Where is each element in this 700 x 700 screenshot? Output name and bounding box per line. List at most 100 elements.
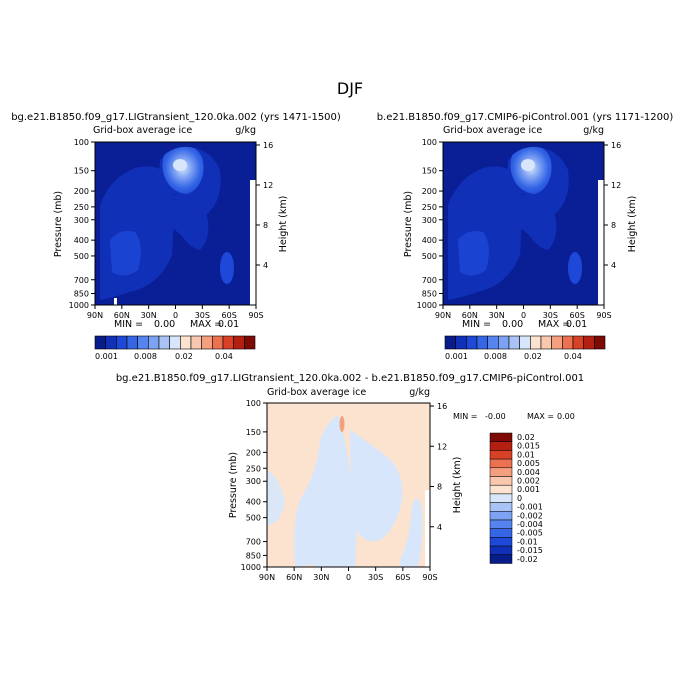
panel-right-y2label: Height (km) [627,196,638,253]
panel-diff-lat-axis: 90N 60N 30N 0 30S 60S 90S [259,567,438,582]
pressure-tick-label: 100 [422,138,437,147]
colorbar-swatch [489,432,513,442]
panel-diff-colorbar-labels: 0.020.0150.010.0050.0040.0020.0010-0.001… [517,433,543,564]
lat-tick-label: 30S [543,311,558,320]
pressure-tick-label: 150 [74,167,89,176]
colorbar-swatch [244,335,256,350]
pressure-tick-label: 200 [246,448,261,457]
colorbar-swatch [562,335,574,350]
panel-right-variable-label: Grid-box average ice [443,125,542,136]
colorbar-label: 0.004 [517,468,540,477]
colorbar-swatch [489,519,513,529]
colorbar-label: -0.004 [517,520,543,529]
colorbar-swatch [551,335,563,350]
height-tick-label: 4 [263,261,268,270]
panel-diff-contour-field [267,403,430,567]
colorbar-swatch [180,335,192,350]
colorbar-swatch [466,335,478,350]
panel-left-y2label: Height (km) [278,196,289,253]
panel-diff-pressure-axis: 100 150 200 250 300 400 500 700 850 1000 [241,399,267,572]
colorbar-label: 0.002 [517,477,540,486]
panel-right-colorbar [444,335,606,350]
panel-right-contour-field [443,142,604,305]
colorbar-label: -0.002 [517,511,543,520]
panel-left: bg.e21.B1850.f09_g17.LIGtransient_120.0k… [11,112,341,361]
lat-tick-label: 60N [114,311,130,320]
panel-left-contour-field [95,142,256,305]
panel-diff-min-label: MIN = [453,412,478,421]
colorbar-swatch [489,476,513,486]
panel-diff-colorbar [489,432,513,564]
pressure-tick-label: 400 [422,236,437,245]
lat-tick-label: 90N [87,311,103,320]
lat-tick-label: 30S [195,311,210,320]
pressure-tick-label: 850 [74,289,89,298]
panel-left-height-axis: 16 12 8 4 [256,141,273,270]
colorbar-swatch [94,335,106,350]
panel-left-lat-axis: 90N 60N 30N 0 30S 60S 90S [87,305,264,320]
pressure-tick-label: 300 [74,216,89,225]
colorbar-swatch [489,450,513,460]
colorbar-swatch [116,335,128,350]
lat-tick-label: 90S [248,311,263,320]
panel-right-colorbar-labels: 0.001 0.008 0.02 0.04 [445,352,582,361]
panel-diff-ylabel: Pressure (mb) [228,452,239,518]
colorbar-label: 0.01 [517,450,535,459]
colorbar-swatch [222,335,234,350]
colorbar-swatch [489,458,513,469]
height-tick-label: 12 [437,442,447,451]
panel-right-max-label: MAX = [538,319,570,330]
pressure-tick-label: 850 [246,551,261,560]
panel-right-height-axis: 16 12 8 4 [604,141,621,270]
colorbar-swatch [169,335,181,350]
panel-diff: bg.e21.B1850.f09_g17.LIGtransient_120.0k… [116,373,584,582]
panel-diff-height-axis: 16 12 8 4 [430,402,447,532]
panel-right-lat-axis: 90N 60N 30N 0 30S 60S 90S [435,305,612,320]
pressure-tick-label: 700 [74,276,89,285]
lat-tick-label: 0 [521,311,526,320]
height-tick-label: 16 [263,141,273,150]
height-tick-label: 12 [263,181,273,190]
panel-left-min-value: 0.00 [154,319,175,330]
panel-left-min-label: MIN = [114,319,143,330]
panel-left-colorbar-labels: 0.001 0.008 0.02 0.04 [95,352,233,361]
panel-right-colorbar-label: 0.001 [445,352,468,361]
colorbar-label: 0.001 [517,485,540,494]
panel-right-colorbar-label: 0.02 [524,352,542,361]
lat-tick-label: 60S [570,311,585,320]
pressure-tick-label: 1000 [417,301,437,310]
pressure-tick-label: 400 [246,498,261,507]
colorbar-swatch [233,335,245,350]
pressure-tick-label: 500 [422,252,437,261]
lat-tick-label: 30S [368,573,383,582]
colorbar-swatch [476,335,488,350]
colorbar-label: 0.005 [517,459,540,468]
panel-right-colorbar-label: 0.04 [564,352,582,361]
lat-tick-label: 0 [346,573,351,582]
colorbar-swatch [190,335,202,350]
pressure-tick-label: 200 [422,187,437,196]
panel-right-run-title: b.e21.B1850.f09_g17.CMIP6-piControl.001 … [377,112,674,123]
colorbar-swatch [489,484,513,495]
panel-left-colorbar-label: 0.001 [95,352,118,361]
panel-right-min-value: 0.00 [502,319,523,330]
colorbar-swatch [489,545,513,556]
pressure-tick-label: 700 [422,276,437,285]
pressure-tick-label: 500 [74,252,89,261]
colorbar-swatch [498,335,510,350]
lat-tick-label: 90S [596,311,611,320]
panel-diff-min-value: -0.00 [485,412,506,421]
colorbar-swatch [489,537,513,547]
lat-tick-label: 30N [489,311,505,320]
colorbar-swatch [148,335,160,350]
panel-diff-units-label: g/kg [409,387,430,398]
colorbar-swatch [126,335,138,350]
colorbar-swatch [489,554,513,564]
height-tick-label: 4 [437,523,442,532]
colorbar-swatch [158,335,170,350]
pressure-tick-label: 250 [246,464,261,473]
colorbar-swatch [572,335,584,350]
lat-tick-label: 60N [462,311,478,320]
